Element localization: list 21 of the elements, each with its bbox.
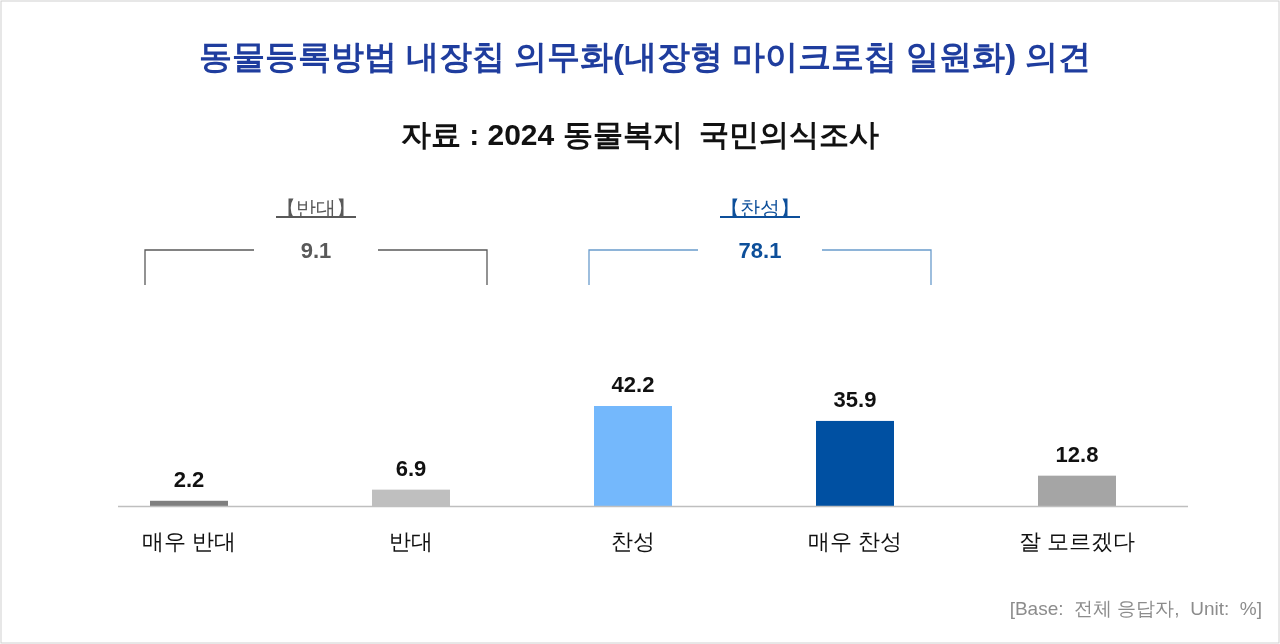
data-label: 35.9 bbox=[833, 386, 877, 412]
chart-subtitle: 자료 : 2024 동물복지 국민의식조사 bbox=[400, 118, 880, 151]
x-tick-label: 매우 찬성 bbox=[807, 529, 903, 554]
text: 【반대】 bbox=[276, 197, 356, 219]
bar bbox=[150, 500, 228, 506]
x-tick-label: 찬성 bbox=[611, 529, 655, 554]
bar bbox=[1038, 475, 1116, 506]
data-label: 12.8 bbox=[1055, 441, 1099, 467]
text: 【찬성】 bbox=[720, 197, 800, 219]
chart-title: 동물등록방법 내장칩 의무화(내장형 마이크로칩 일원화) 의견 bbox=[198, 38, 1092, 75]
data-label: 42.2 bbox=[611, 372, 655, 397]
bar bbox=[816, 420, 894, 506]
data-label: 6.9 bbox=[395, 455, 427, 481]
data-label: 2.2 bbox=[173, 466, 205, 492]
bar bbox=[594, 406, 672, 506]
text: [Base: 전체 응답자, Unit: %] bbox=[1009, 598, 1262, 619]
text: 9.1 bbox=[300, 238, 332, 263]
x-tick-label: 매우 반대 bbox=[141, 529, 237, 554]
x-tick-label: 반대 bbox=[389, 529, 433, 554]
text: 78.1 bbox=[738, 238, 782, 263]
x-tick-label: 잘 모르겠다 bbox=[1018, 529, 1136, 554]
